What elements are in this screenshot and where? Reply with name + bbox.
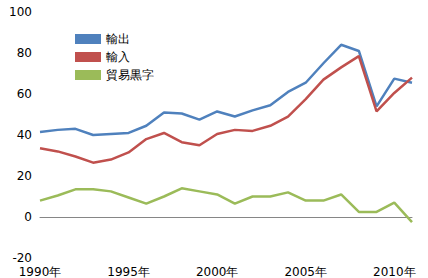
svg-text:輸出: 輸出 [106, 32, 130, 46]
svg-text:0: 0 [24, 210, 32, 224]
svg-text:1995年: 1995年 [107, 265, 150, 278]
svg-text:2000年: 2000年 [196, 265, 239, 278]
svg-text:-20: -20 [12, 251, 32, 265]
svg-text:20: 20 [17, 169, 32, 183]
svg-text:60: 60 [17, 87, 32, 101]
svg-text:貿易黒字: 貿易黒字 [106, 68, 154, 82]
svg-text:2010年: 2010年 [373, 265, 416, 278]
svg-text:80: 80 [17, 46, 32, 60]
svg-text:100: 100 [9, 5, 32, 19]
svg-text:1990年: 1990年 [19, 265, 62, 278]
svg-text:輸入: 輸入 [106, 50, 130, 64]
svg-text:2005年: 2005年 [284, 265, 327, 278]
svg-text:40: 40 [17, 128, 32, 142]
